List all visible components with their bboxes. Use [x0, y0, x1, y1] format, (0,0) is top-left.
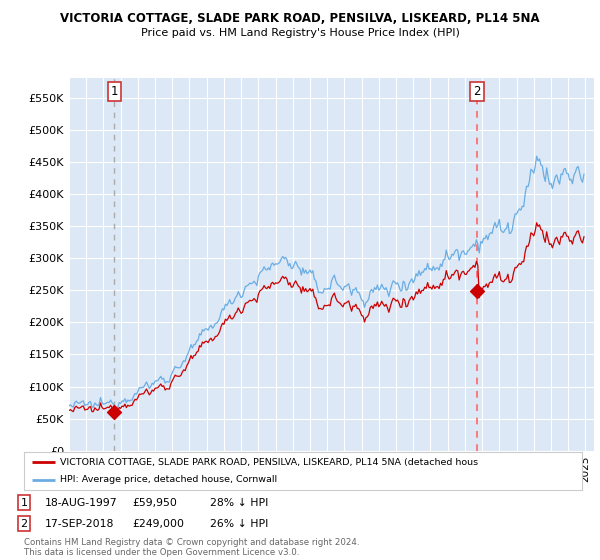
Text: Price paid vs. HM Land Registry's House Price Index (HPI): Price paid vs. HM Land Registry's House … [140, 28, 460, 38]
Text: 1: 1 [20, 498, 28, 508]
Text: £59,950: £59,950 [132, 498, 177, 508]
Text: £249,000: £249,000 [132, 519, 184, 529]
Text: 2: 2 [20, 519, 28, 529]
Text: 26% ↓ HPI: 26% ↓ HPI [210, 519, 268, 529]
Text: 28% ↓ HPI: 28% ↓ HPI [210, 498, 268, 508]
Point [472, 287, 482, 296]
Point [109, 408, 119, 417]
Text: 17-SEP-2018: 17-SEP-2018 [45, 519, 115, 529]
Text: 1: 1 [110, 85, 118, 98]
Text: 2: 2 [473, 85, 481, 98]
Text: 18-AUG-1997: 18-AUG-1997 [45, 498, 118, 508]
Text: HPI: Average price, detached house, Cornwall: HPI: Average price, detached house, Corn… [60, 475, 277, 484]
Text: VICTORIA COTTAGE, SLADE PARK ROAD, PENSILVA, LISKEARD, PL14 5NA: VICTORIA COTTAGE, SLADE PARK ROAD, PENSI… [60, 12, 540, 25]
Text: VICTORIA COTTAGE, SLADE PARK ROAD, PENSILVA, LISKEARD, PL14 5NA (detached hous: VICTORIA COTTAGE, SLADE PARK ROAD, PENSI… [60, 458, 478, 466]
Text: Contains HM Land Registry data © Crown copyright and database right 2024.
This d: Contains HM Land Registry data © Crown c… [24, 538, 359, 557]
